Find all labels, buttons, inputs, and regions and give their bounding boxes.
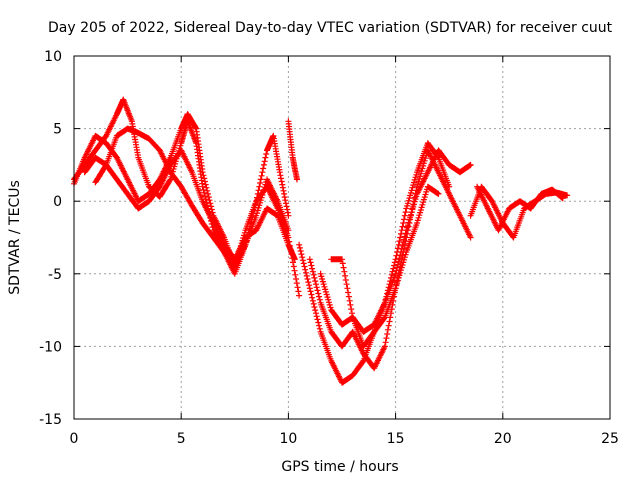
series-track-11 [474,183,566,234]
y-tick-label: -15 [39,412,62,428]
x-tick-label: 25 [601,431,619,447]
plot-frame [73,55,611,420]
y-tick-label: 0 [53,194,62,210]
y-tick-label: -10 [39,339,62,355]
data-points [71,96,571,386]
series-markers [285,118,300,183]
series-track-5 [285,118,300,183]
x-tick-label: 5 [177,431,186,447]
x-tick-label: 15 [387,431,405,447]
grid-lines [74,56,610,419]
y-tick-label: 5 [53,122,62,138]
series-markers [81,147,298,263]
y-axis-label: SDTVAR / TECUs [7,180,23,295]
tick-labels: 0 5 10 15 20 25 10 5 0 -5 -10 -15 [39,49,619,447]
axis-ticks [73,55,611,420]
series-markers [328,183,442,350]
series-markers [92,125,303,299]
series-markers [474,183,566,234]
y-tick-label: 10 [44,49,62,65]
x-tick-label: 0 [70,431,79,447]
series-markers [296,140,453,386]
series-track-6 [296,140,453,386]
series-track-9 [328,183,442,350]
x-tick-label: 10 [279,431,297,447]
x-axis-label: GPS time / hours [281,459,398,475]
series-track-3 [81,147,298,263]
y-tick-label: -5 [48,267,62,283]
x-tick-label: 20 [494,431,512,447]
chart-title: Day 205 of 2022, Sidereal Day-to-day VTE… [48,20,613,36]
series-track-4 [92,125,303,299]
